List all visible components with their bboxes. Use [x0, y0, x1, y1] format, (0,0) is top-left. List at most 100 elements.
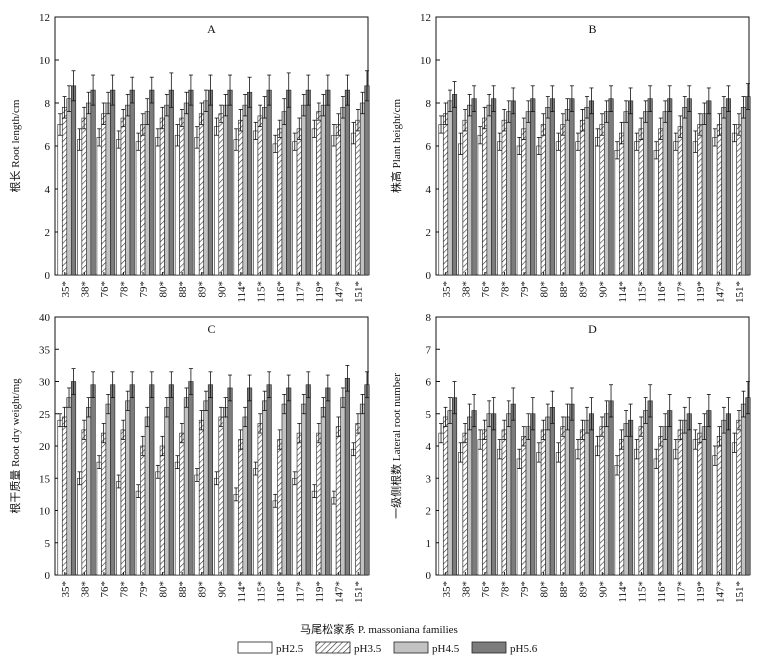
bar-pH5.6: [90, 89, 96, 276]
bar-pH4.5: [447, 410, 453, 576]
bar-pH3.5: [316, 432, 322, 576]
bar-pH5.6: [549, 98, 555, 276]
y-tick-label: 10: [420, 55, 432, 67]
bar-pH3.5: [599, 124, 605, 276]
bar-pH5.6: [608, 98, 614, 276]
bar-pH2.5: [614, 150, 620, 276]
bar-pH2.5: [438, 432, 444, 576]
category-group-38*: [458, 393, 477, 576]
bar-pH4.5: [467, 104, 473, 276]
x-tick-label: 80*: [539, 281, 551, 298]
x-tick-label: 151*: [353, 281, 365, 303]
bar-pH4.5: [682, 419, 688, 576]
bar-pH4.5: [86, 406, 92, 576]
x-tick-label: 119*: [695, 281, 707, 303]
bar-pH3.5: [61, 107, 68, 276]
bar-pH5.6: [286, 387, 292, 576]
y-tick-label: 10: [39, 55, 51, 67]
x-tick-label: 78*: [499, 581, 511, 598]
bar-pH5.6: [110, 89, 116, 276]
category-group-76*: [477, 85, 497, 276]
bar-pH4.5: [643, 410, 649, 576]
bar-pH3.5: [638, 426, 644, 576]
category-group-116*: [272, 374, 292, 576]
bar-pH5.6: [588, 100, 595, 276]
legend-label: pH5.6: [510, 643, 538, 655]
category-group-119*: [311, 374, 331, 576]
x-tick-label: 114*: [236, 581, 248, 603]
x-tick-label: 79*: [138, 281, 150, 298]
bar-pH2.5: [272, 143, 278, 276]
bar-pH2.5: [692, 141, 698, 276]
bar-pH4.5: [301, 403, 307, 576]
bar-pH5.6: [686, 98, 692, 276]
bar-pH4.5: [183, 102, 189, 276]
category-group-80*: [536, 85, 555, 276]
bar-pH2.5: [497, 141, 503, 276]
bar-pH3.5: [257, 423, 263, 576]
legend-swatch: [315, 641, 351, 654]
bar-pH3.5: [179, 117, 185, 276]
y-tick-label: 8: [426, 98, 432, 110]
bar-pH3.5: [677, 126, 683, 276]
bar-pH2.5: [233, 494, 239, 576]
category-group-147*: [712, 397, 731, 576]
bar-pH5.6: [628, 100, 634, 276]
bar-pH3.5: [540, 124, 546, 276]
x-tick-label: 115*: [255, 281, 267, 303]
bar-pH4.5: [203, 400, 209, 576]
bar-pH2.5: [477, 134, 483, 276]
bar-pH5.6: [549, 406, 555, 576]
bar-pH3.5: [120, 117, 126, 276]
bar-pH2.5: [96, 461, 102, 576]
x-tick-label: 90*: [597, 581, 609, 598]
bar-pH4.5: [86, 102, 92, 276]
bar-pH3.5: [462, 432, 468, 576]
bar-pH4.5: [222, 406, 229, 576]
bar-pH4.5: [545, 107, 551, 276]
bar-pH4.5: [467, 416, 473, 576]
category-group-78*: [116, 76, 135, 276]
category-group-117*: [673, 397, 692, 576]
bar-pH3.5: [277, 128, 283, 276]
bar-pH2.5: [575, 448, 581, 576]
x-tick-label: 119*: [314, 281, 326, 303]
bar-pH5.6: [344, 89, 350, 276]
bar-pH5.6: [569, 98, 575, 276]
bar-pH4.5: [164, 406, 170, 576]
x-tick-label: 117*: [295, 281, 307, 303]
bar-pH5.6: [451, 397, 458, 576]
bar-pH4.5: [340, 397, 346, 576]
y-tick-label: 4: [426, 184, 432, 196]
bar-pH2.5: [536, 452, 542, 576]
bar-pH3.5: [81, 117, 87, 276]
category-group-147*: [712, 85, 731, 276]
x-tick-label: 89*: [578, 581, 590, 598]
category-group-119*: [692, 87, 712, 276]
x-tick-label: 117*: [295, 581, 307, 603]
bar-pH2.5: [575, 141, 581, 276]
x-tick-label: 88*: [177, 581, 189, 598]
y-tick-label: 35: [39, 344, 51, 356]
category-group-115*: [634, 384, 653, 576]
x-tick-label: 38*: [460, 281, 472, 298]
category-group-114*: [233, 76, 253, 276]
bar-pH5.6: [188, 89, 194, 276]
bar-pH5.6: [491, 98, 497, 276]
bar-pH5.6: [247, 91, 253, 276]
x-tick-label: 151*: [734, 581, 746, 603]
bar-pH4.5: [125, 400, 131, 576]
bar-pH2.5: [331, 134, 337, 276]
bar-pH2.5: [253, 130, 259, 276]
bar-pH2.5: [712, 455, 718, 576]
bar-pH5.6: [325, 89, 331, 276]
bar-pH5.6: [530, 98, 536, 276]
bar-pH4.5: [506, 111, 512, 276]
x-tick-label: 114*: [617, 581, 629, 603]
bar-pH3.5: [560, 124, 566, 276]
category-group-88*: [174, 368, 194, 576]
bar-pH4.5: [144, 416, 150, 576]
bar-pH5.6: [725, 98, 731, 276]
x-tick-label: 116*: [275, 281, 287, 303]
category-group-80*: [536, 390, 555, 576]
